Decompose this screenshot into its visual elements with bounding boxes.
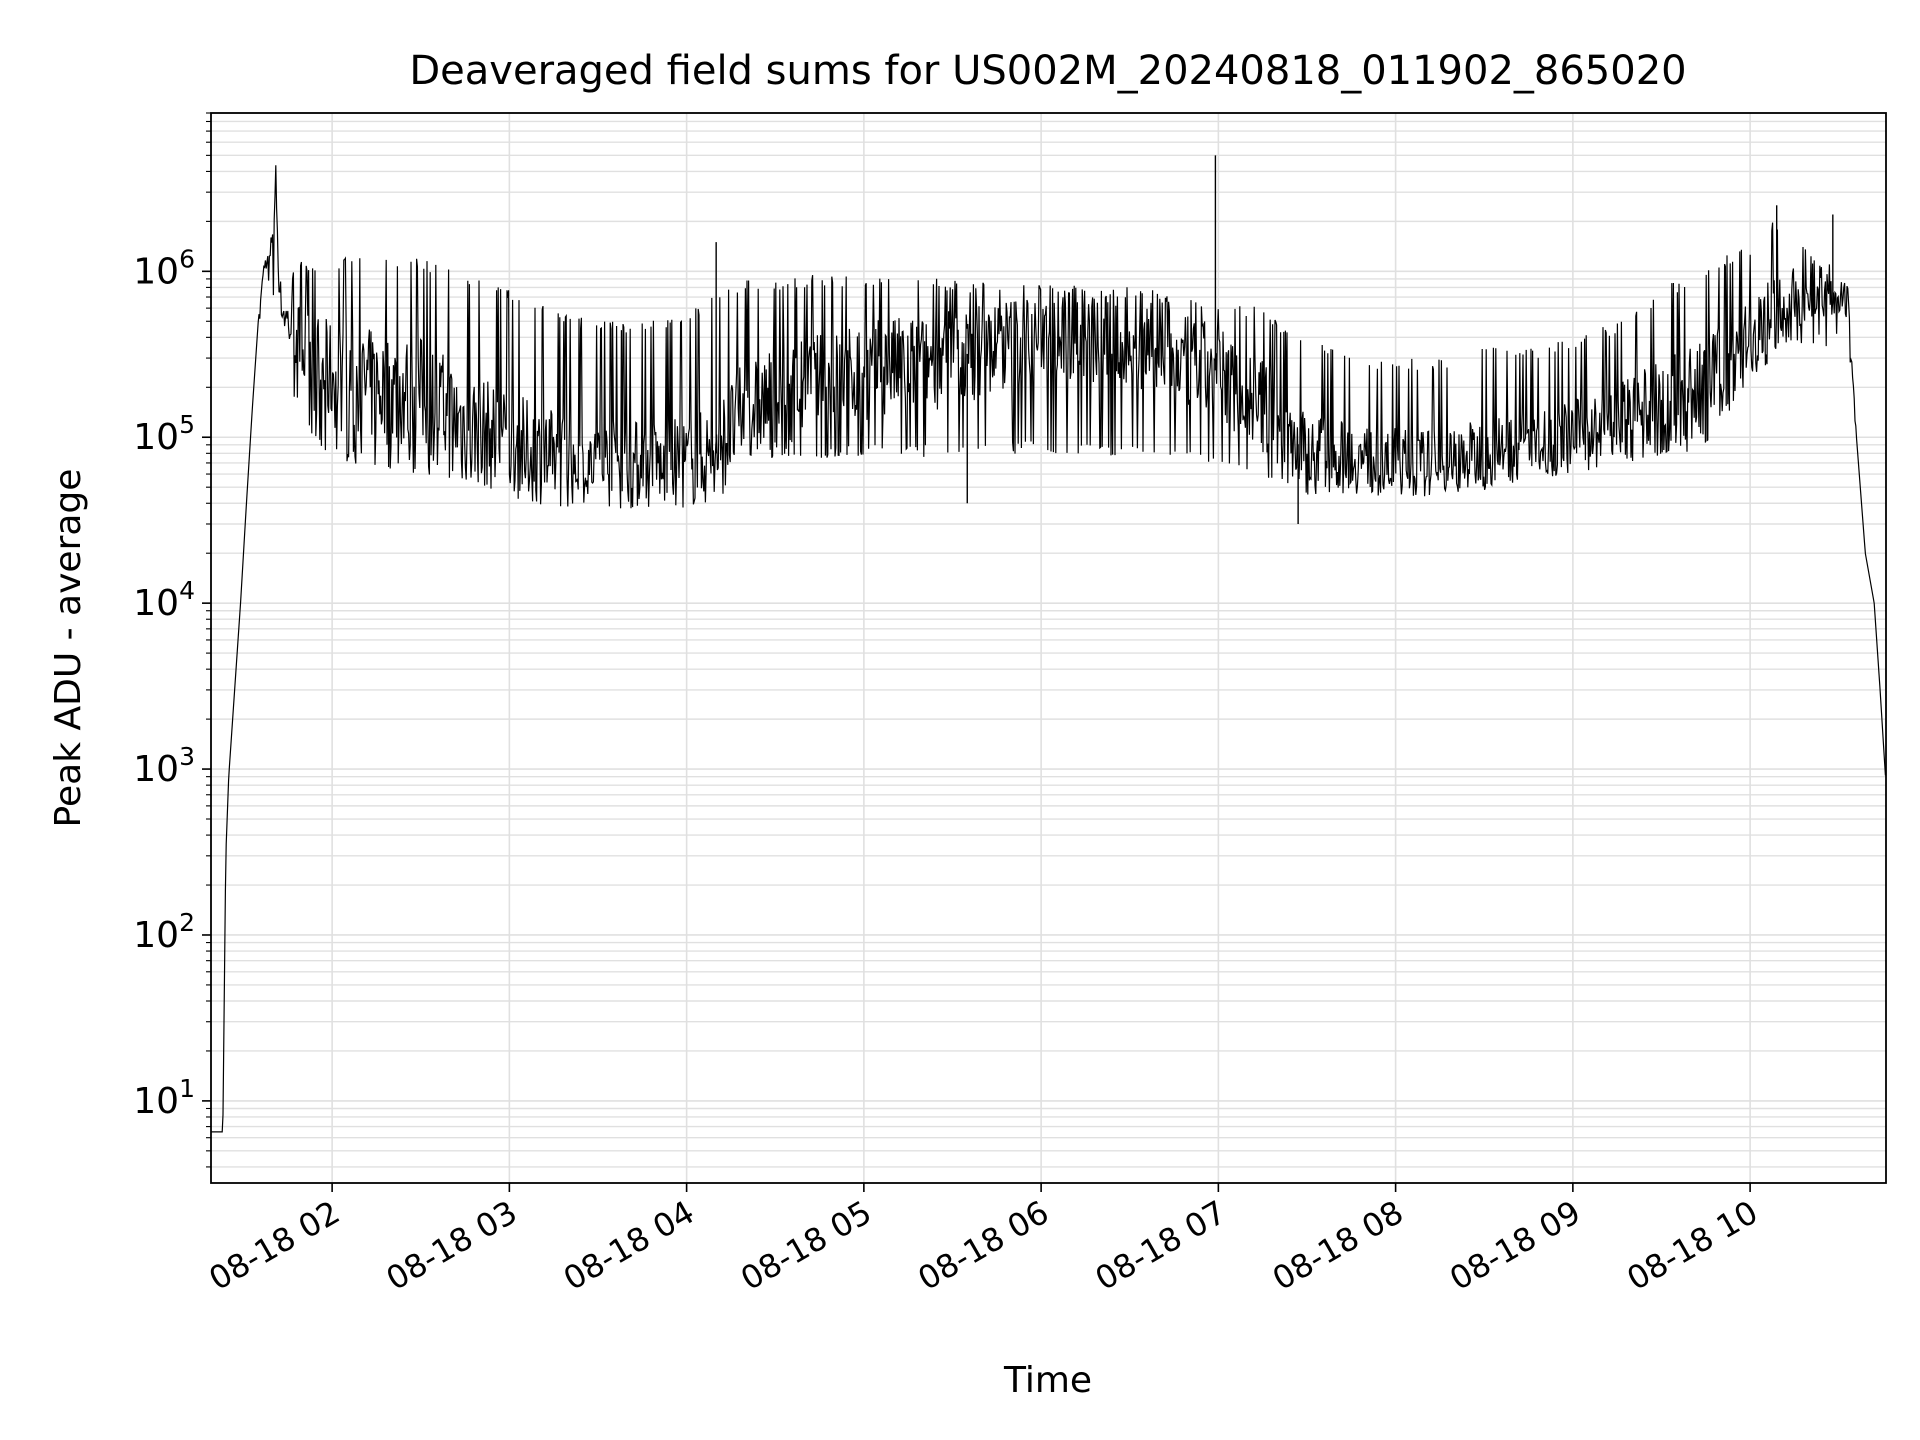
y-tick-label: 103: [133, 742, 195, 790]
chart-title: Deaveraged field sums for US002M_2024081…: [409, 48, 1686, 94]
series-line: [211, 165, 1886, 1133]
y-tick-label: 106: [133, 244, 195, 292]
x-axis-label: Time: [1003, 1360, 1092, 1401]
y-axis-label: Peak ADU - average: [48, 469, 89, 828]
y-tick-label: 102: [133, 908, 195, 956]
y-tick-label: 101: [133, 1074, 195, 1122]
y-tick-label: 104: [133, 576, 195, 624]
plot-frame: [210, 112, 1887, 1184]
series-line-area: [211, 155, 1886, 1133]
y-tick-label: 105: [133, 410, 195, 458]
